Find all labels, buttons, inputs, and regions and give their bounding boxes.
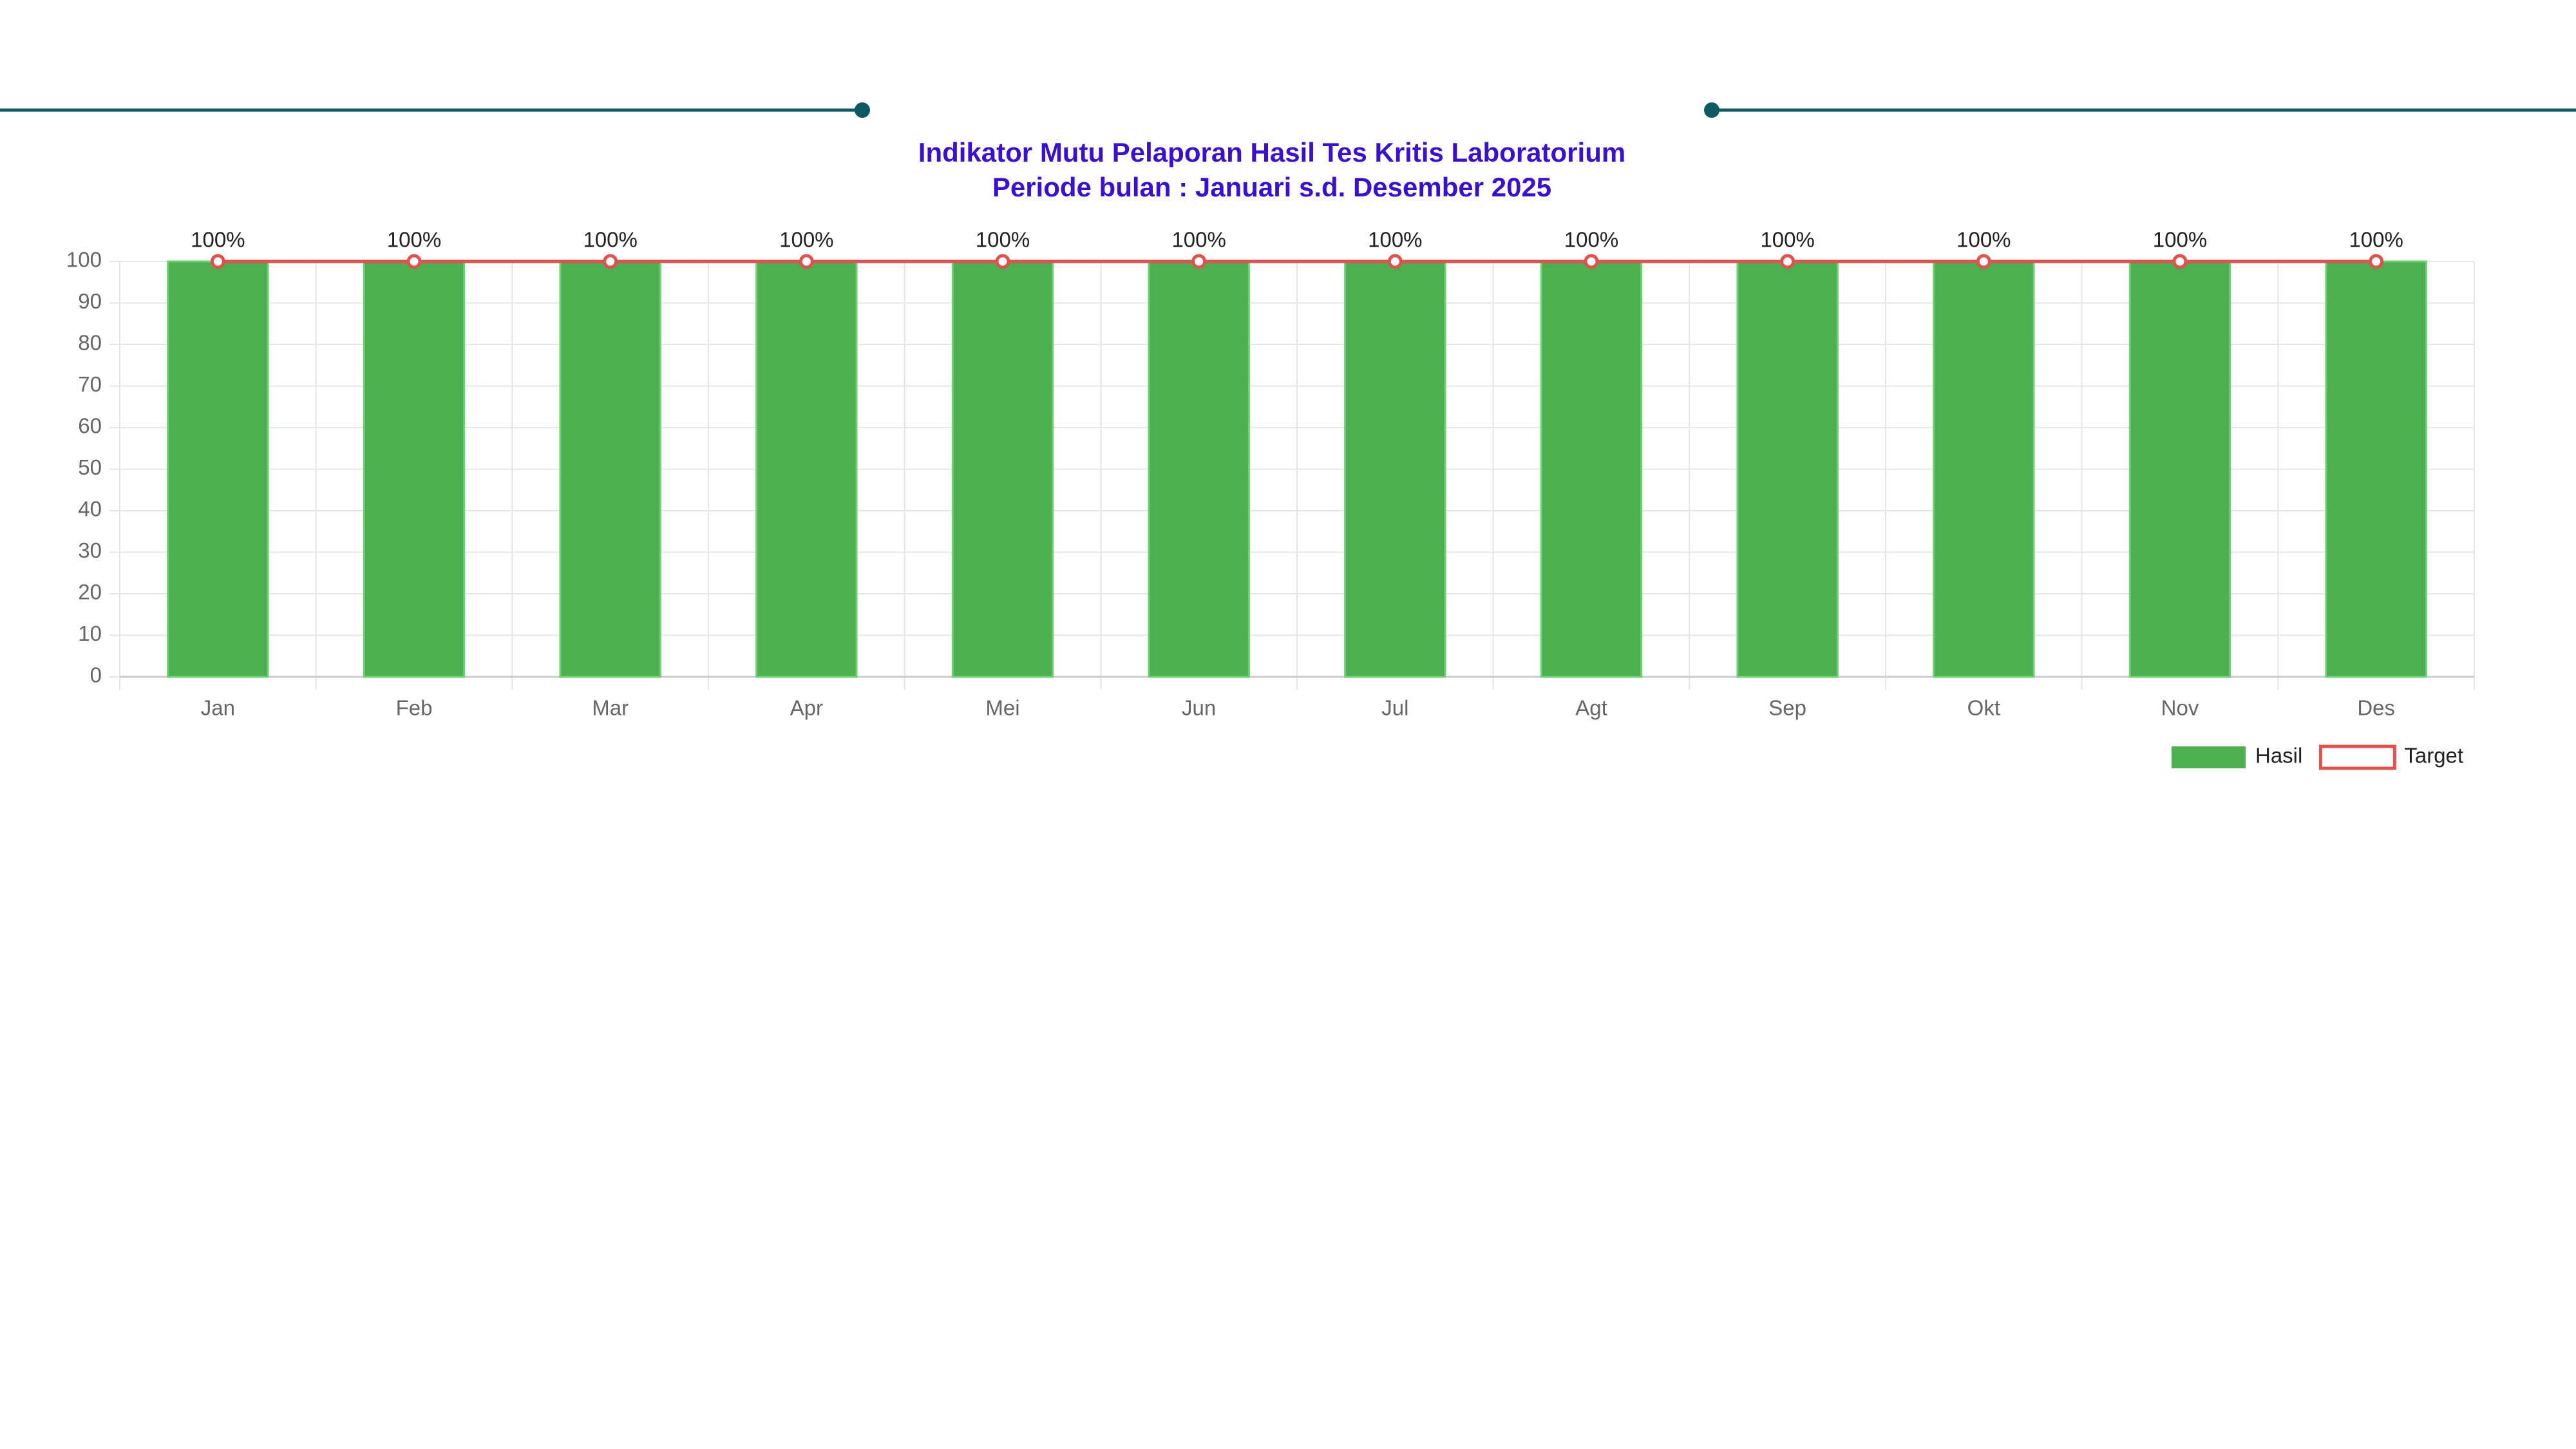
value-label: 100% [191,228,245,252]
value-label: 100% [2349,228,2403,252]
target-point [2369,254,2384,269]
value-label: 100% [779,228,833,252]
x-tick-label: Nov [2161,696,2199,720]
bar [167,260,269,678]
x-tick-label: Okt [1967,696,2000,720]
target-point [1387,254,1403,269]
legend-swatch [2172,746,2246,768]
bar [2325,260,2427,678]
bar [951,260,1054,678]
legend-label: Hasil [2255,744,2302,768]
x-tick-label: Mei [985,696,1019,720]
y-tick-label: 100 [66,248,102,272]
bar [755,260,858,678]
y-tick-label: 40 [78,497,102,521]
bar [1148,260,1250,678]
y-tick-label: 90 [78,289,102,313]
x-tick-label: Jan [201,696,235,720]
y-tick-label: 10 [78,621,102,645]
legend-swatch [2318,744,2396,770]
x-tick-label: Jun [1182,696,1216,720]
value-label: 100% [1956,228,2011,252]
target-point [1976,254,1991,269]
chart-title: Indikator Mutu Pelaporan Hasil Tes Kriti… [918,137,1625,167]
target-point [1584,254,1599,269]
target-point [210,254,225,269]
chart-subtitle: Periode bulan : Januari s.d. Desember 20… [992,172,1551,202]
target-point [799,254,814,269]
y-tick-label: 60 [78,414,102,438]
value-label: 100% [387,228,441,252]
x-tick-label: Jul [1381,696,1408,720]
target-point [1780,254,1795,269]
value-label: 100% [1760,228,1814,252]
target-point [995,254,1010,269]
y-tick-label: 50 [78,455,102,479]
x-tick-label: Sep [1768,696,1806,720]
bar [1933,260,2035,678]
target-point [1191,254,1207,269]
x-tick-label: Agt [1575,696,1607,720]
y-tick-label: 0 [90,663,102,687]
value-label: 100% [1564,228,1618,252]
x-tick-label: Apr [790,696,823,720]
decor-dot [855,102,870,118]
bar [1344,260,1446,678]
x-tick-label: Mar [592,696,629,720]
y-tick-label: 70 [78,372,102,396]
bar [2128,260,2231,678]
y-tick-label: 80 [78,331,102,355]
target-point [603,254,618,269]
x-tick-label: Feb [396,696,433,720]
target-point [406,254,422,269]
bar [559,260,661,678]
value-label: 100% [976,228,1030,252]
bar [1540,260,1643,678]
value-label: 100% [583,228,637,252]
value-label: 100% [1368,228,1422,252]
y-tick-label: 30 [78,538,102,562]
y-tick-label: 20 [78,580,102,604]
value-label: 100% [2153,228,2207,252]
legend-label: Target [2404,744,2463,768]
decor-dot [1704,102,1719,118]
bar [363,260,466,678]
bar [1736,260,1839,678]
x-tick-label: Des [2357,696,2395,720]
target-point [2172,254,2188,269]
value-label: 100% [1171,228,1226,252]
